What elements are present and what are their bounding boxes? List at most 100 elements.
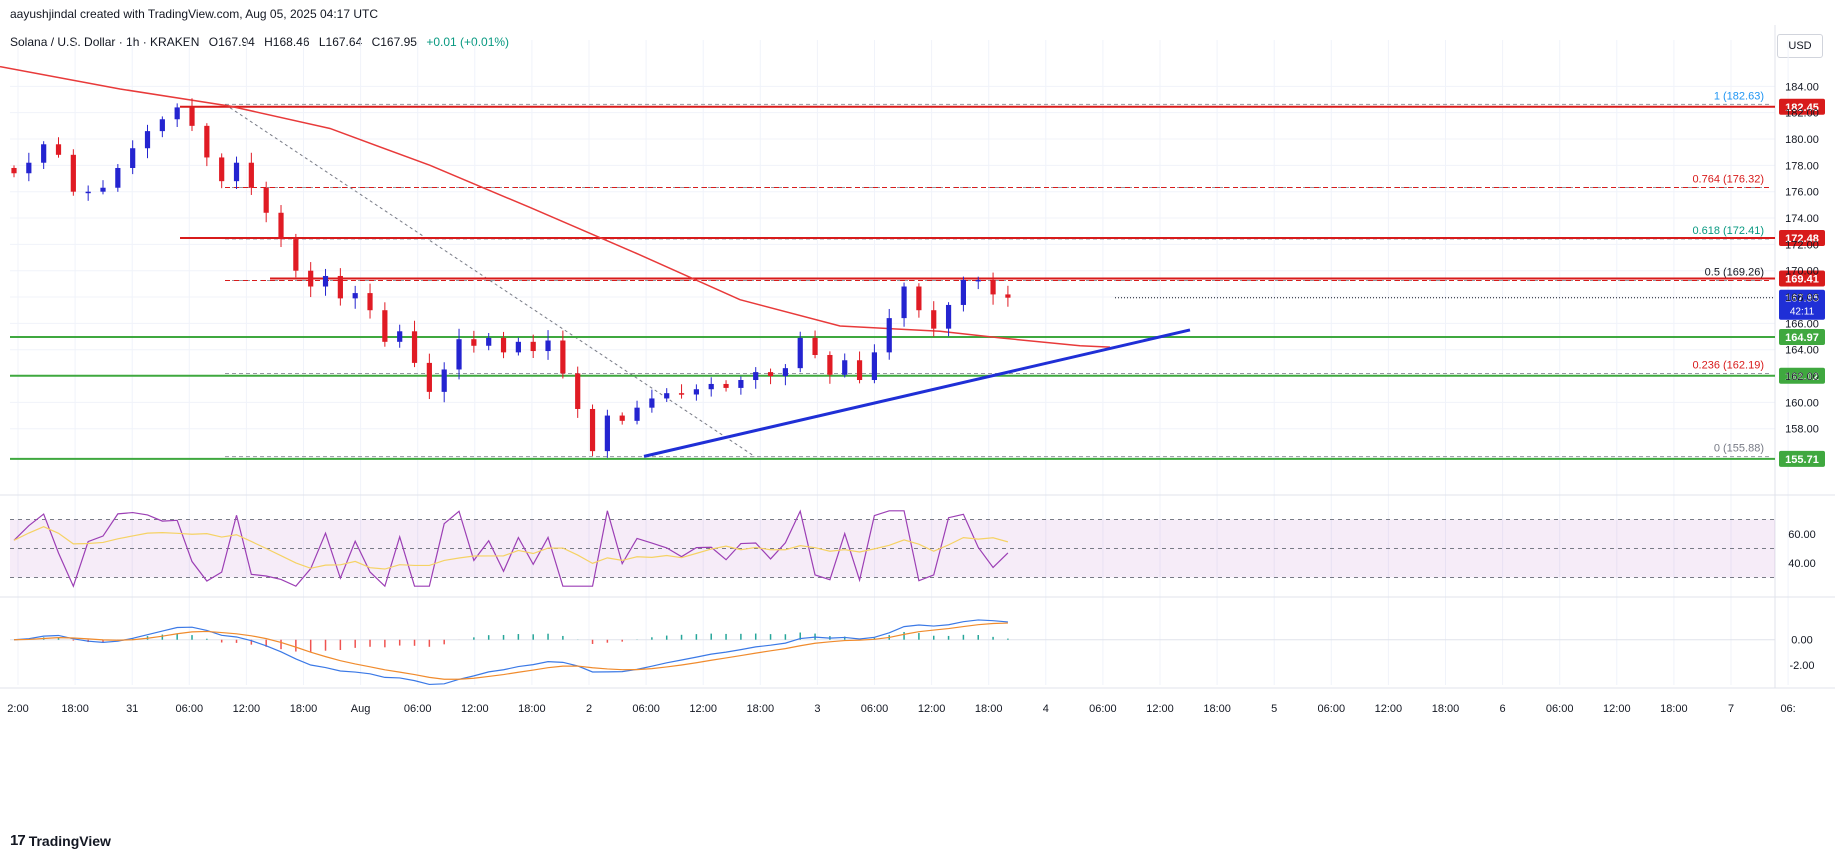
candle-body	[115, 167, 121, 188]
candle-body	[293, 239, 299, 271]
candle-body	[856, 360, 863, 381]
candle-body	[233, 162, 240, 182]
fib-level-label: 1 (182.63)	[1714, 90, 1764, 102]
ma-polyline	[0, 65, 1111, 348]
price-axis-tick: 184.00	[1785, 81, 1819, 93]
candle-body	[26, 162, 32, 174]
level-price-label: 162.02	[1785, 371, 1819, 383]
time-axis-tick: 5	[1271, 703, 1277, 715]
price-axis-tick: 176.00	[1785, 187, 1819, 199]
ohlc-high: H168.46	[264, 35, 310, 49]
price-axis-tick: 168.00	[1785, 292, 1819, 304]
time-axis-tick: 06:00	[632, 703, 660, 715]
fib-level-label: 0.236 (162.19)	[1692, 360, 1764, 372]
horizontal-levels: 182.45 172.48 169.41 164.97 162.02 155.71 167.…	[10, 98, 1825, 467]
level-price-label: 164.97	[1785, 332, 1819, 344]
candle-body	[144, 131, 151, 149]
time-axis-tick: 12:00	[918, 703, 946, 715]
time-axis-tick: 06:00	[1546, 703, 1574, 715]
time-axis-tick: 06:00	[404, 703, 432, 715]
candle-body	[411, 331, 418, 363]
time-axis-tick: 06:00	[1089, 703, 1117, 715]
brand-name: TradingView	[28, 832, 111, 849]
candle-body	[589, 408, 596, 452]
time-axis-tick: 12:00	[461, 703, 489, 715]
candle-body	[1005, 294, 1011, 298]
level-price-label: 172.48	[1785, 233, 1819, 245]
symbol-legend[interactable]: Solana / U.S. Dollar · 1h · KRAKEN O167.…	[10, 35, 509, 49]
candle-body	[100, 187, 106, 192]
candle-body	[219, 157, 225, 182]
price-axis-tick: 160.00	[1785, 397, 1819, 409]
time-axis-tick: 12:00	[1375, 703, 1403, 715]
candle-body	[960, 279, 967, 305]
time-axis-tick: 31	[126, 703, 138, 715]
bar-countdown-label: 42:11	[1790, 307, 1815, 318]
candle-body	[575, 373, 581, 409]
price-axis-tick: 172.00	[1785, 239, 1819, 251]
candle-body	[901, 286, 907, 319]
fibonacci-retracement: 1 (182.63) 0.764 (176.32) 0.618 (172.41) 0.…	[224, 90, 1770, 458]
time-axis-tick: 7	[1728, 703, 1734, 715]
candle-body	[70, 154, 76, 192]
candle-body	[85, 191, 91, 194]
time-axis-tick: 18:00	[61, 703, 89, 715]
fib-level-label: 0.5 (169.26)	[1705, 266, 1764, 278]
rising-trendline	[643, 328, 1191, 458]
rsi-line	[13, 509, 1009, 588]
tradingview-logo: 17 TradingView	[10, 832, 111, 849]
candle-body	[619, 415, 625, 421]
candle-body	[174, 107, 180, 120]
candle-body	[634, 407, 640, 421]
currency-selector-button[interactable]: USD	[1777, 34, 1823, 58]
macd-line	[13, 619, 1008, 686]
candle-body	[767, 372, 774, 377]
chart-grid	[0, 25, 1835, 689]
candle-body	[263, 187, 269, 213]
time-axis-tick: 6	[1500, 703, 1506, 715]
ohlc-low: L167.64	[318, 35, 363, 49]
level-price-tag	[1779, 98, 1825, 115]
candle-body	[604, 415, 610, 452]
last-price-label: 167.95	[1785, 293, 1819, 305]
candle-body	[738, 380, 744, 388]
candle-body	[189, 107, 195, 126]
candle-body	[975, 279, 981, 282]
candle-body	[130, 148, 136, 168]
time-axis-tick: 12:00	[1603, 703, 1631, 715]
symbol-name[interactable]: Solana / U.S. Dollar · 1h · KRAKEN	[10, 35, 200, 49]
price-axis-tick: 182.00	[1785, 108, 1819, 120]
candle-body	[248, 162, 254, 188]
level-price-tag	[1779, 450, 1825, 467]
rsi-axis-tick: 60.00	[1788, 529, 1816, 541]
time-axis-tick: 18:00	[975, 703, 1003, 715]
candle-body	[397, 331, 403, 342]
candle-body	[159, 119, 165, 132]
time-axis-tick: 12:00	[1146, 703, 1174, 715]
price-change: +0.01 (+0.01%)	[426, 35, 510, 49]
candlestick-series	[11, 98, 1011, 458]
candle-body	[560, 340, 566, 374]
candle-body	[945, 304, 952, 329]
time-axis-tick: 06:00	[176, 703, 204, 715]
price-axis-tick: 158.00	[1785, 424, 1819, 436]
candle-body	[41, 144, 47, 163]
fib-level-label: 0.618 (172.41)	[1692, 225, 1764, 237]
moving-average-line	[0, 65, 1111, 348]
price-axis-tick: 162.00	[1785, 371, 1819, 383]
level-price-tag	[1779, 270, 1825, 287]
level-price-tag	[1779, 367, 1825, 384]
candle-body	[931, 310, 937, 329]
time-axis: 2:00 18:00 31 06:00 12:00 18:00 Aug 06:00 12:00 1…	[7, 703, 1795, 715]
time-axis-tick: 06:00	[1318, 703, 1346, 715]
ohlc-open: O167.94	[208, 35, 255, 49]
time-axis-tick: 18:00	[1660, 703, 1688, 715]
candle-body	[545, 340, 551, 352]
time-axis-tick: 18:00	[747, 703, 775, 715]
candle-body	[367, 293, 373, 311]
candle-body	[664, 393, 670, 399]
candle-body	[426, 362, 432, 392]
candle-body	[871, 352, 877, 381]
trendline	[643, 328, 1191, 458]
